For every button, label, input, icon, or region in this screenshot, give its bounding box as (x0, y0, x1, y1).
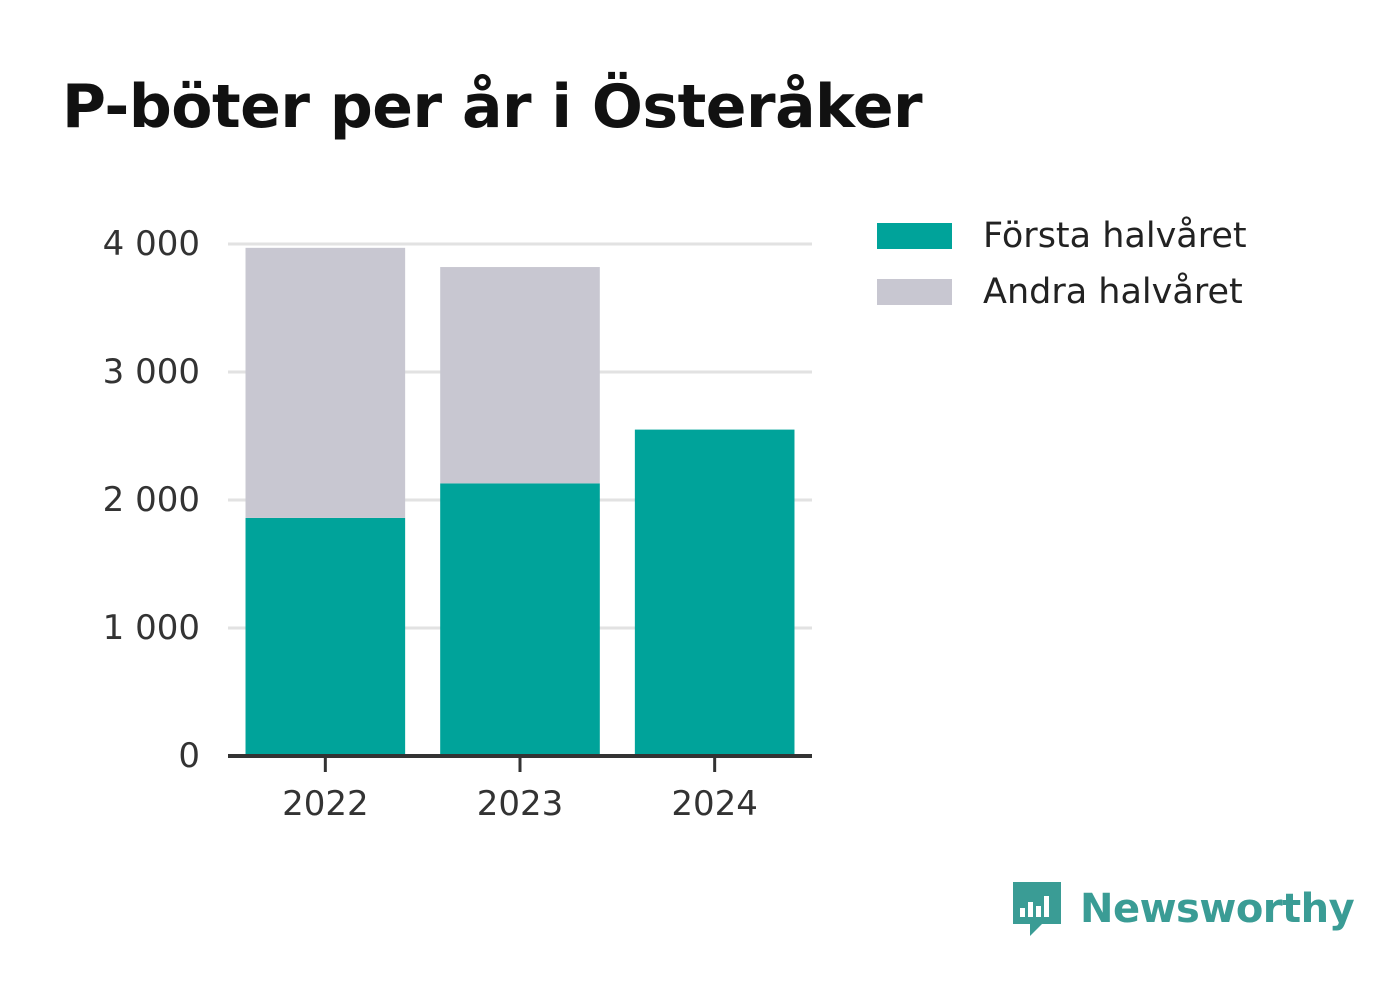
y-tick-label: 3 000 (103, 352, 200, 392)
legend-swatch-first-half (877, 223, 952, 249)
bar-chart: 0 1 000 2 000 3 000 4 000 2022 2023 2024 (103, 224, 812, 824)
bar-first-half (245, 517, 406, 756)
legend-label-first-half: Första halvåret (983, 216, 1247, 256)
x-tick-label: 2024 (671, 784, 758, 824)
newsworthy-logo-icon (1013, 882, 1061, 936)
legend-swatch-second-half (877, 279, 952, 305)
bar-second-half (245, 247, 406, 518)
legend: Första halvåret Andra halvåret (877, 208, 1247, 320)
x-tick-labels: 2022 2023 2024 (282, 784, 758, 824)
y-tick-label: 1 000 (103, 608, 200, 648)
y-tick-label: 4 000 (103, 224, 200, 264)
bar-first-half (440, 483, 600, 756)
chart-title: P-böter per år i Österåker (62, 72, 923, 142)
bar-first-half (634, 429, 795, 756)
y-tick-labels: 0 1 000 2 000 3 000 4 000 (103, 224, 200, 776)
legend-item-first-half: Första halvåret (877, 208, 1247, 264)
legend-label-second-half: Andra halvåret (983, 272, 1243, 312)
x-axis (228, 754, 812, 772)
legend-item-second-half: Andra halvåret (877, 264, 1247, 320)
brand-name: Newsworthy (1080, 886, 1355, 932)
bars (245, 247, 795, 756)
x-tick-label: 2022 (282, 784, 369, 824)
y-tick-label: 0 (178, 736, 200, 776)
brand-logo: Newsworthy (1010, 878, 1355, 940)
x-tick-label: 2023 (477, 784, 564, 824)
y-tick-label: 2 000 (103, 480, 200, 520)
bar-second-half (440, 267, 600, 484)
